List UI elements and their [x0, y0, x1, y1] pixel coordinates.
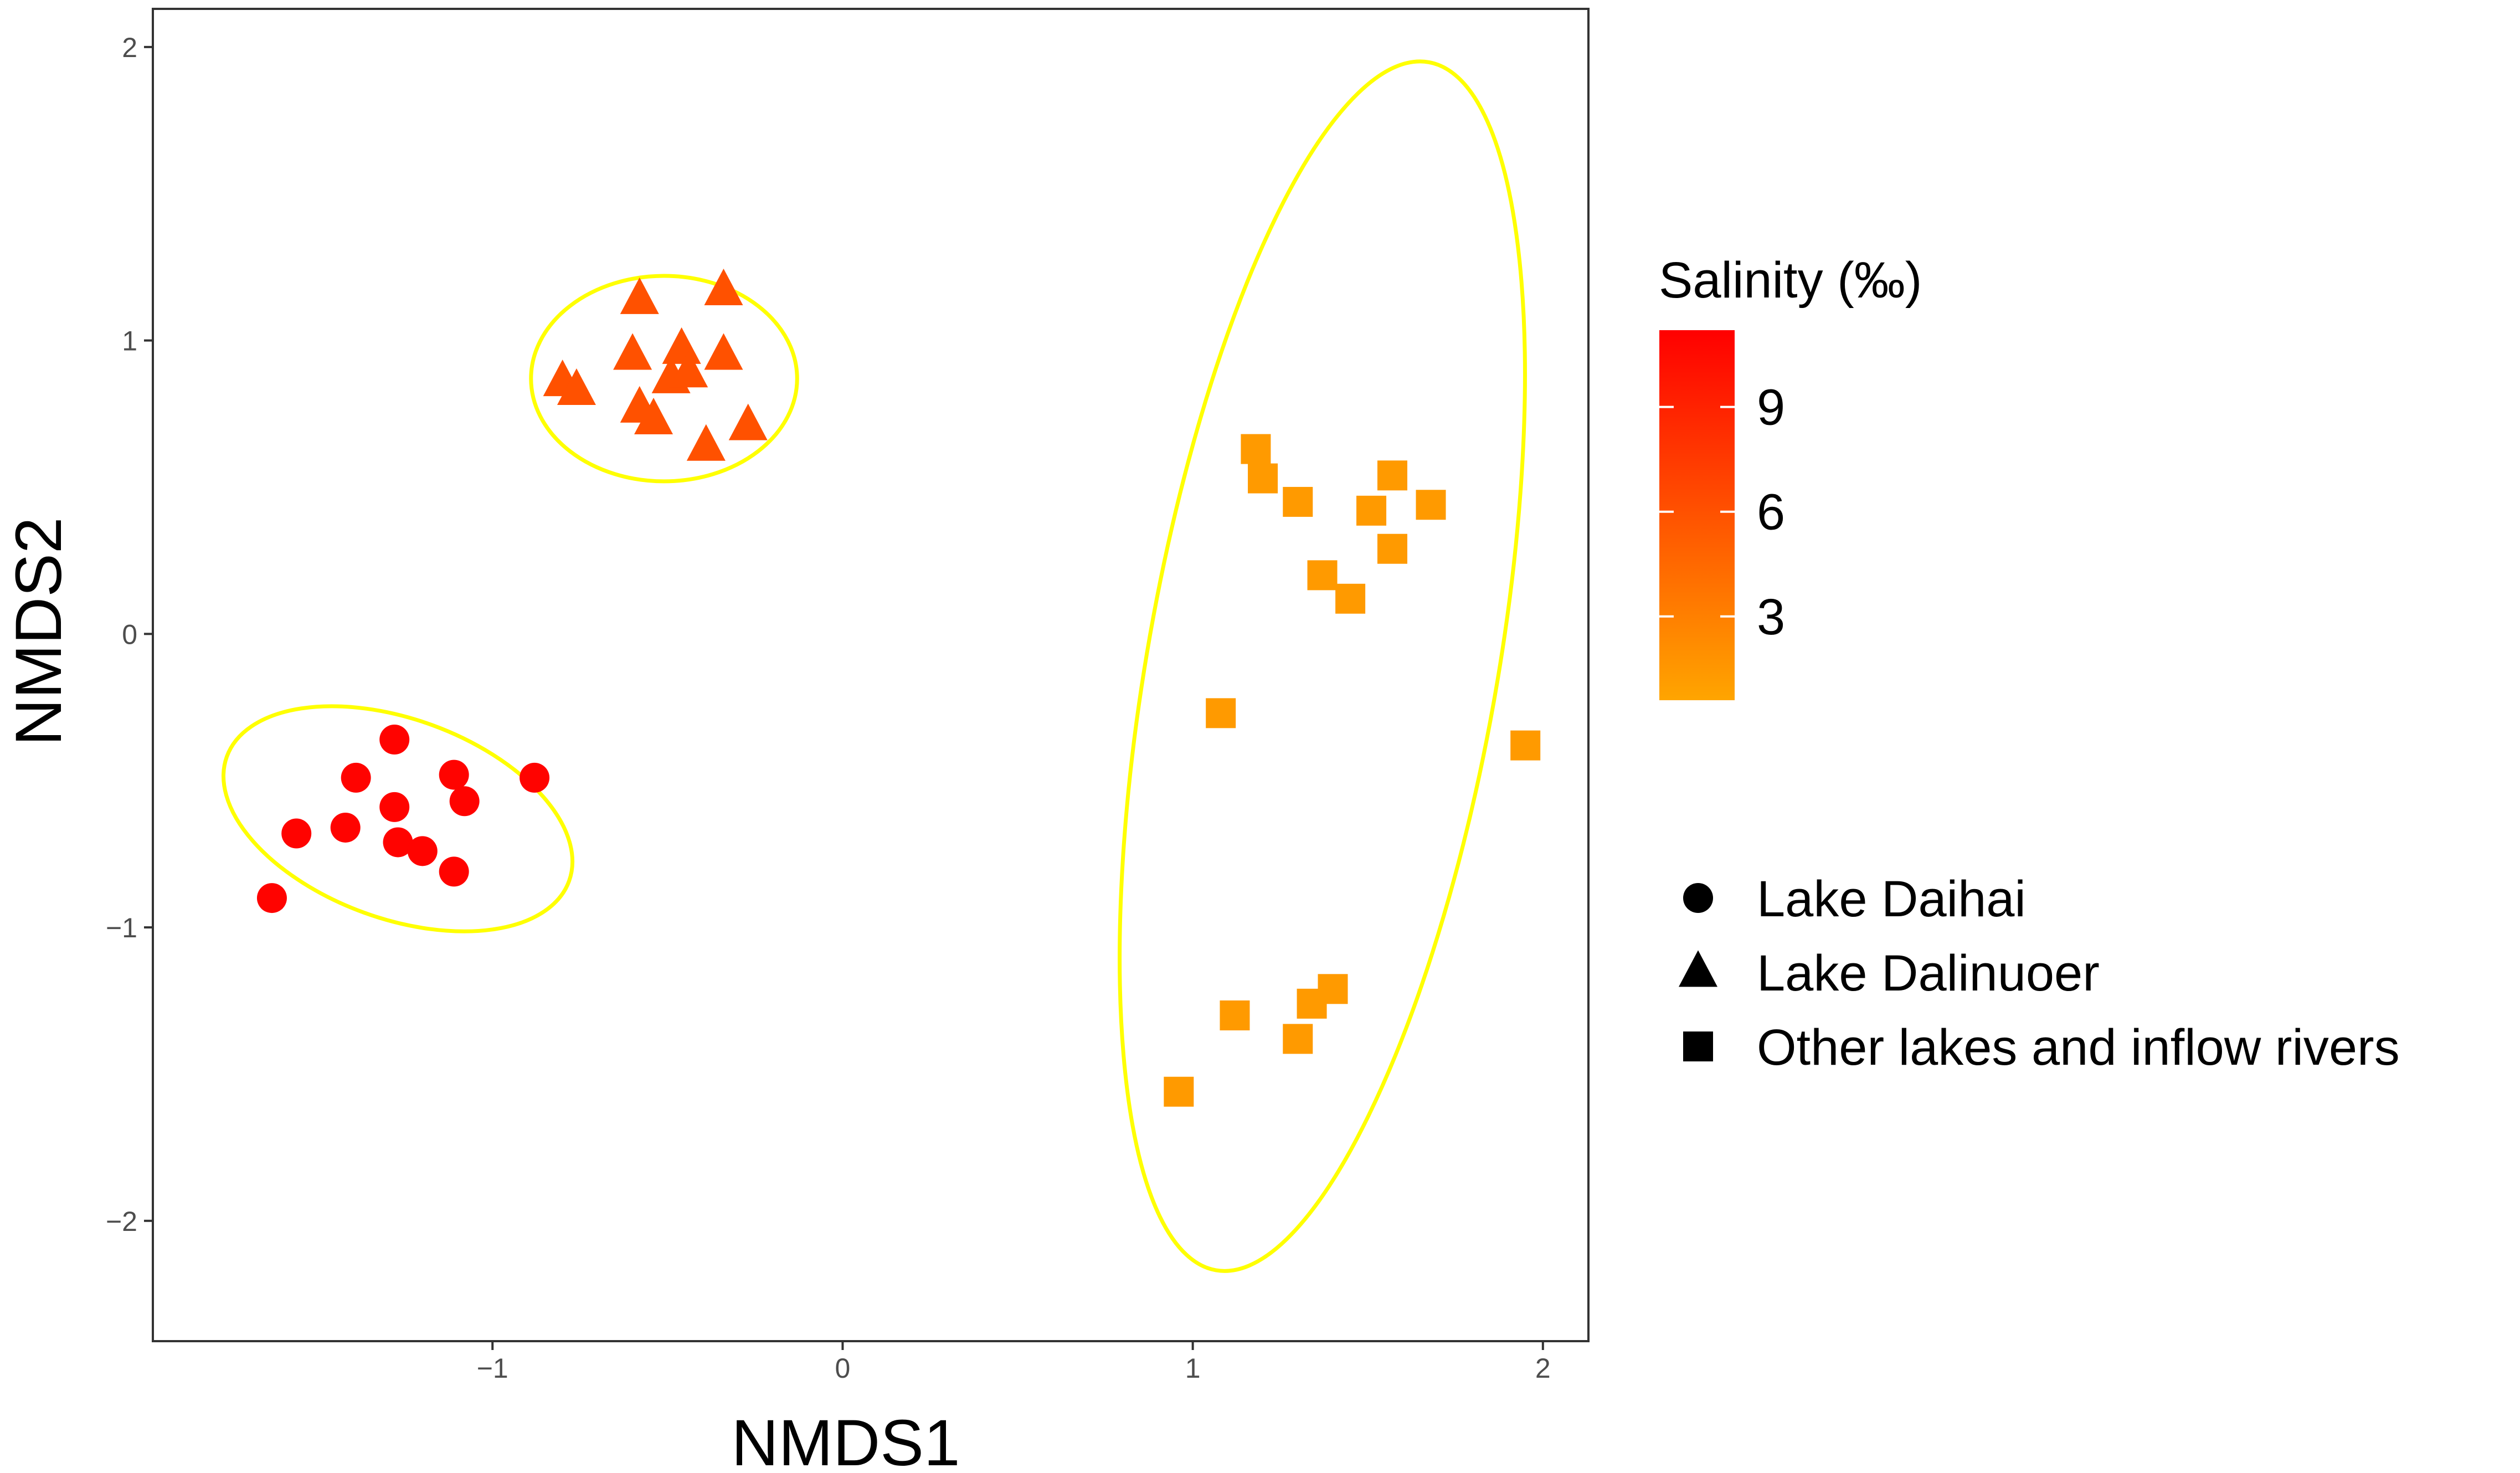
circle-point: [256, 883, 287, 913]
shape-legend-label: Lake Dalinuoer: [1757, 945, 2100, 1002]
square-point: [1164, 1076, 1194, 1107]
circle-point: [439, 856, 469, 887]
circle-point: [383, 827, 413, 858]
y-tick-label: −1: [106, 912, 137, 943]
circle-point: [407, 836, 438, 866]
triangle-legend-key: [1679, 950, 1717, 987]
square-point: [1283, 1024, 1313, 1054]
ellipse-lake-dalinuoer: [529, 274, 799, 484]
x-tick-label: 1: [1185, 1353, 1201, 1384]
shape-legend: Lake Daihai Lake Dalinuoer Other lakes and…: [1679, 871, 2400, 1076]
circle-point: [520, 762, 550, 793]
shape-legend-label: Other lakes and inflow rivers: [1757, 1019, 2400, 1076]
colorbar-ticks: 3 6 9: [1659, 379, 1785, 645]
square-point: [1335, 583, 1366, 614]
plot-panel: [152, 8, 1590, 1342]
data-points: [256, 268, 1541, 1107]
x-tick-label: 0: [835, 1353, 851, 1384]
ellipse-lake-daihai: [222, 704, 575, 933]
square-point: [1283, 486, 1313, 517]
circle-point: [330, 812, 361, 843]
circle-point: [439, 759, 469, 790]
square-point: [1220, 1000, 1250, 1030]
circle-point: [379, 792, 410, 822]
circle-point: [341, 762, 371, 793]
circle-legend-key: [1683, 883, 1713, 913]
triangle-point: [728, 403, 768, 440]
y-tick-label: −2: [106, 1206, 137, 1237]
ellipse-other-lakes-and-inflow-rivers: [1118, 59, 1527, 1273]
triangle-point: [704, 268, 743, 305]
x-axis-ticks: −1 0 1 2: [477, 1341, 1551, 1384]
square-point: [1241, 434, 1271, 464]
square-point: [1356, 495, 1387, 526]
colorbar: [1659, 330, 1735, 700]
y-axis-title: NMDS2: [2, 517, 75, 746]
x-axis-title: NMDS1: [731, 1407, 960, 1473]
triangle-point: [613, 333, 652, 370]
triangle-point: [557, 368, 596, 406]
y-tick-label: 1: [122, 326, 137, 357]
colorbar-tick-label: 3: [1757, 589, 1785, 645]
circle-point: [379, 725, 410, 755]
square-point: [1248, 463, 1278, 494]
colorbar-tick-label: 9: [1757, 379, 1785, 436]
triangle-point: [704, 333, 743, 370]
triangle-point: [669, 351, 708, 388]
triangle-point: [634, 398, 673, 435]
color-legend: Salinity (‰) 3 6 9: [1659, 252, 1922, 700]
confidence-ellipses: [222, 59, 1527, 1273]
y-axis-ticks: −2 −1 0 1 2: [106, 32, 153, 1237]
color-legend-title: Salinity (‰): [1659, 252, 1922, 309]
square-point: [1377, 460, 1407, 491]
square-point: [1510, 730, 1541, 761]
x-tick-label: 2: [1535, 1353, 1551, 1384]
circle-point: [449, 786, 480, 817]
square-point: [1307, 560, 1338, 591]
square-legend-key: [1683, 1031, 1713, 1061]
colorbar-tick-label: 6: [1757, 484, 1785, 541]
square-point: [1206, 698, 1236, 728]
triangle-point: [620, 277, 659, 314]
square-point: [1416, 490, 1446, 520]
square-point: [1377, 533, 1407, 564]
y-tick-label: 0: [122, 619, 137, 650]
triangle-point: [662, 327, 701, 364]
triangle-point: [686, 424, 726, 461]
circle-point: [281, 818, 312, 849]
x-tick-label: −1: [477, 1353, 508, 1384]
y-tick-label: 2: [122, 32, 137, 63]
shape-legend-label: Lake Daihai: [1757, 871, 2026, 927]
square-point: [1318, 974, 1348, 1004]
